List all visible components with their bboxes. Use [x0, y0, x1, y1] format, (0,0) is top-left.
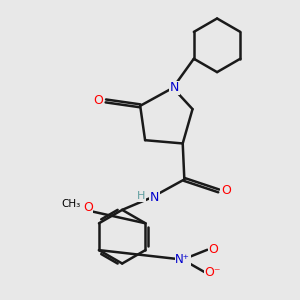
Text: O: O — [83, 201, 93, 214]
Text: N: N — [150, 191, 159, 204]
Text: O: O — [221, 184, 231, 197]
Text: N⁺: N⁺ — [175, 253, 190, 266]
Text: CH₃: CH₃ — [62, 199, 81, 209]
Text: O⁻: O⁻ — [205, 266, 221, 279]
Text: O: O — [208, 243, 218, 256]
Text: H: H — [137, 191, 146, 201]
Text: O: O — [94, 94, 103, 107]
Text: N: N — [170, 81, 179, 94]
